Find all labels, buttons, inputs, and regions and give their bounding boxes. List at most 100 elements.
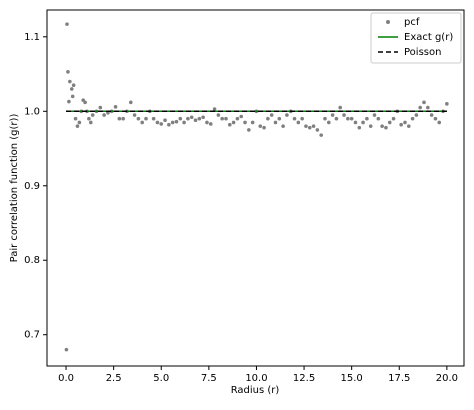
point	[262, 125, 266, 130]
point	[90, 113, 95, 117]
point	[243, 120, 247, 125]
point	[67, 99, 71, 104]
point	[426, 105, 430, 110]
point	[338, 105, 343, 110]
x-tick-label: 12.5	[293, 373, 315, 384]
legend-label: Exact g(r)	[404, 32, 453, 43]
point	[239, 114, 244, 119]
point	[163, 118, 167, 123]
point	[346, 116, 350, 121]
point	[266, 116, 270, 121]
point	[300, 116, 304, 121]
point	[167, 122, 171, 127]
point	[159, 122, 164, 126]
point	[235, 116, 240, 121]
point	[384, 125, 388, 130]
point	[365, 116, 369, 121]
point	[87, 116, 91, 121]
point	[342, 113, 346, 117]
legend-label: Poisson	[404, 47, 441, 58]
point	[65, 22, 69, 26]
point	[69, 87, 74, 91]
point	[437, 120, 442, 125]
point	[136, 116, 141, 121]
point	[418, 105, 423, 110]
point	[445, 102, 449, 106]
point	[193, 118, 198, 123]
point	[113, 105, 118, 109]
point	[296, 120, 301, 125]
point	[186, 116, 190, 121]
x-axis-label: Radius (r)	[231, 385, 280, 396]
point	[372, 113, 377, 117]
point	[68, 79, 72, 84]
point	[387, 120, 392, 125]
point	[315, 128, 320, 132]
point	[174, 119, 179, 124]
point	[227, 122, 232, 127]
point	[250, 120, 255, 125]
legend-box	[370, 12, 462, 64]
point	[277, 116, 282, 121]
point	[327, 120, 331, 125]
point	[144, 116, 148, 121]
point	[212, 107, 217, 111]
plot-frame	[46, 9, 465, 367]
y-tick-label: 0.8	[24, 255, 40, 266]
point	[376, 116, 381, 121]
point	[391, 116, 396, 121]
point	[357, 125, 362, 130]
point	[361, 120, 365, 125]
y-tick-label: 1.0	[24, 106, 40, 117]
point	[247, 128, 251, 132]
point	[132, 113, 137, 117]
point	[64, 347, 69, 352]
point	[258, 124, 263, 128]
point	[269, 113, 274, 117]
point	[77, 120, 82, 125]
point	[178, 116, 183, 121]
x-tick-label: 17.5	[388, 373, 410, 384]
point	[205, 120, 209, 125]
legend-marker	[386, 20, 390, 24]
point	[368, 124, 373, 128]
point	[406, 124, 411, 128]
point	[224, 116, 228, 121]
point	[75, 124, 80, 128]
point	[285, 113, 289, 117]
point	[66, 70, 70, 74]
point	[182, 120, 186, 125]
point	[429, 113, 434, 117]
point	[117, 116, 122, 121]
point	[334, 116, 339, 121]
point	[102, 113, 106, 117]
point	[307, 125, 312, 130]
point	[380, 124, 384, 128]
point	[273, 120, 278, 125]
point	[73, 116, 78, 121]
x-tick-label: 0.0	[58, 373, 74, 384]
y-tick-label: 0.7	[24, 330, 40, 341]
point	[88, 120, 93, 125]
point	[197, 116, 202, 121]
x-tick-label: 7.5	[201, 373, 217, 384]
y-tick-label: 0.9	[24, 181, 40, 192]
x-tick-label: 5.0	[153, 373, 169, 384]
point	[70, 94, 75, 99]
point	[208, 122, 213, 126]
point	[216, 113, 221, 117]
x-tick-label: 20.0	[436, 373, 458, 384]
point	[349, 116, 354, 121]
point	[399, 122, 403, 127]
point	[353, 120, 358, 125]
point	[121, 116, 125, 121]
point	[410, 116, 415, 121]
point	[170, 120, 175, 125]
point	[323, 116, 327, 121]
point	[311, 124, 316, 128]
point	[304, 124, 308, 128]
point	[422, 100, 426, 105]
point	[414, 113, 419, 117]
point	[319, 133, 323, 137]
